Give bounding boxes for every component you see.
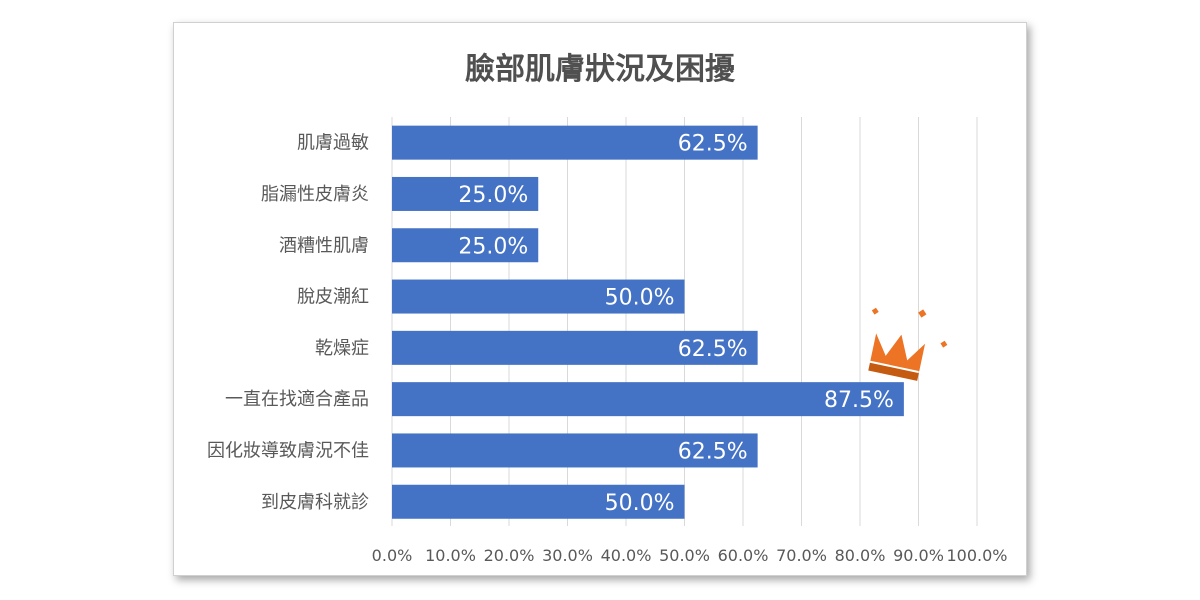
data-label: 25.0% (458, 234, 528, 259)
data-label: 62.5% (678, 132, 748, 157)
sparkle (871, 307, 879, 315)
chart-card: 臉部肌膚狀況及困擾 肌膚過敏脂漏性皮膚炎酒糟性肌膚脫皮潮紅乾燥症一直在找適合產品… (173, 22, 1027, 576)
bar (392, 433, 758, 468)
x-tick-label: 70.0% (776, 546, 827, 565)
crown-band (868, 362, 919, 381)
sparkle (918, 309, 927, 318)
category-label: 脂漏性皮膚炎 (261, 184, 369, 205)
x-tick-label: 10.0% (425, 546, 476, 565)
data-label: 25.0% (458, 183, 528, 208)
x-tick-label: 40.0% (601, 546, 652, 565)
bar (392, 228, 539, 263)
x-tick-label: 0.0% (372, 546, 413, 565)
x-tick-label: 80.0% (835, 546, 886, 565)
x-tick-label: 100.0% (946, 546, 1007, 565)
bar (392, 484, 685, 519)
category-label: 因化妝導致膚況不佳 (207, 440, 369, 461)
crown-shape (870, 333, 926, 372)
x-tick-label: 50.0% (659, 546, 710, 565)
category-label: 酒糟性肌膚 (279, 235, 369, 256)
bar (392, 279, 685, 314)
bar (392, 382, 904, 417)
bars (392, 125, 904, 519)
x-axis-ticks: 0.0% 10.0% 20.0% 30.0% 40.0% 50.0% 60.0% 70.0% 8… (372, 546, 1008, 565)
crown-icon (868, 307, 948, 381)
x-tick-label: 90.0% (893, 546, 944, 565)
x-tick-label: 60.0% (718, 546, 769, 565)
x-tick-label: 20.0% (484, 546, 535, 565)
data-label: 50.0% (605, 286, 675, 311)
data-label: 50.0% (605, 491, 675, 516)
category-label: 一直在找適合產品 (225, 389, 369, 410)
sparkle (940, 340, 948, 348)
x-tick-label: 30.0% (542, 546, 593, 565)
data-label: 62.5% (678, 439, 748, 464)
category-label: 乾燥症 (315, 338, 369, 359)
category-label: 脫皮潮紅 (297, 287, 369, 308)
data-label: 87.5% (824, 388, 894, 413)
chart-title: 臉部肌膚狀況及困擾 (465, 52, 736, 87)
category-label: 到皮膚科就診 (261, 492, 369, 513)
category-label: 肌膚過敏 (297, 133, 369, 154)
data-labels: 62.5% 25.0% 25.0% 50.0% 62.5% 87.5% 62.5% 50.0% (458, 132, 894, 516)
bar (392, 176, 539, 211)
bar (392, 330, 758, 365)
data-label: 62.5% (678, 337, 748, 362)
bar-chart: 臉部肌膚狀況及困擾 肌膚過敏脂漏性皮膚炎酒糟性肌膚脫皮潮紅乾燥症一直在找適合產品… (207, 52, 1008, 565)
bar (392, 125, 758, 160)
category-labels: 肌膚過敏脂漏性皮膚炎酒糟性肌膚脫皮潮紅乾燥症一直在找適合產品因化妝導致膚況不佳到… (207, 133, 369, 513)
